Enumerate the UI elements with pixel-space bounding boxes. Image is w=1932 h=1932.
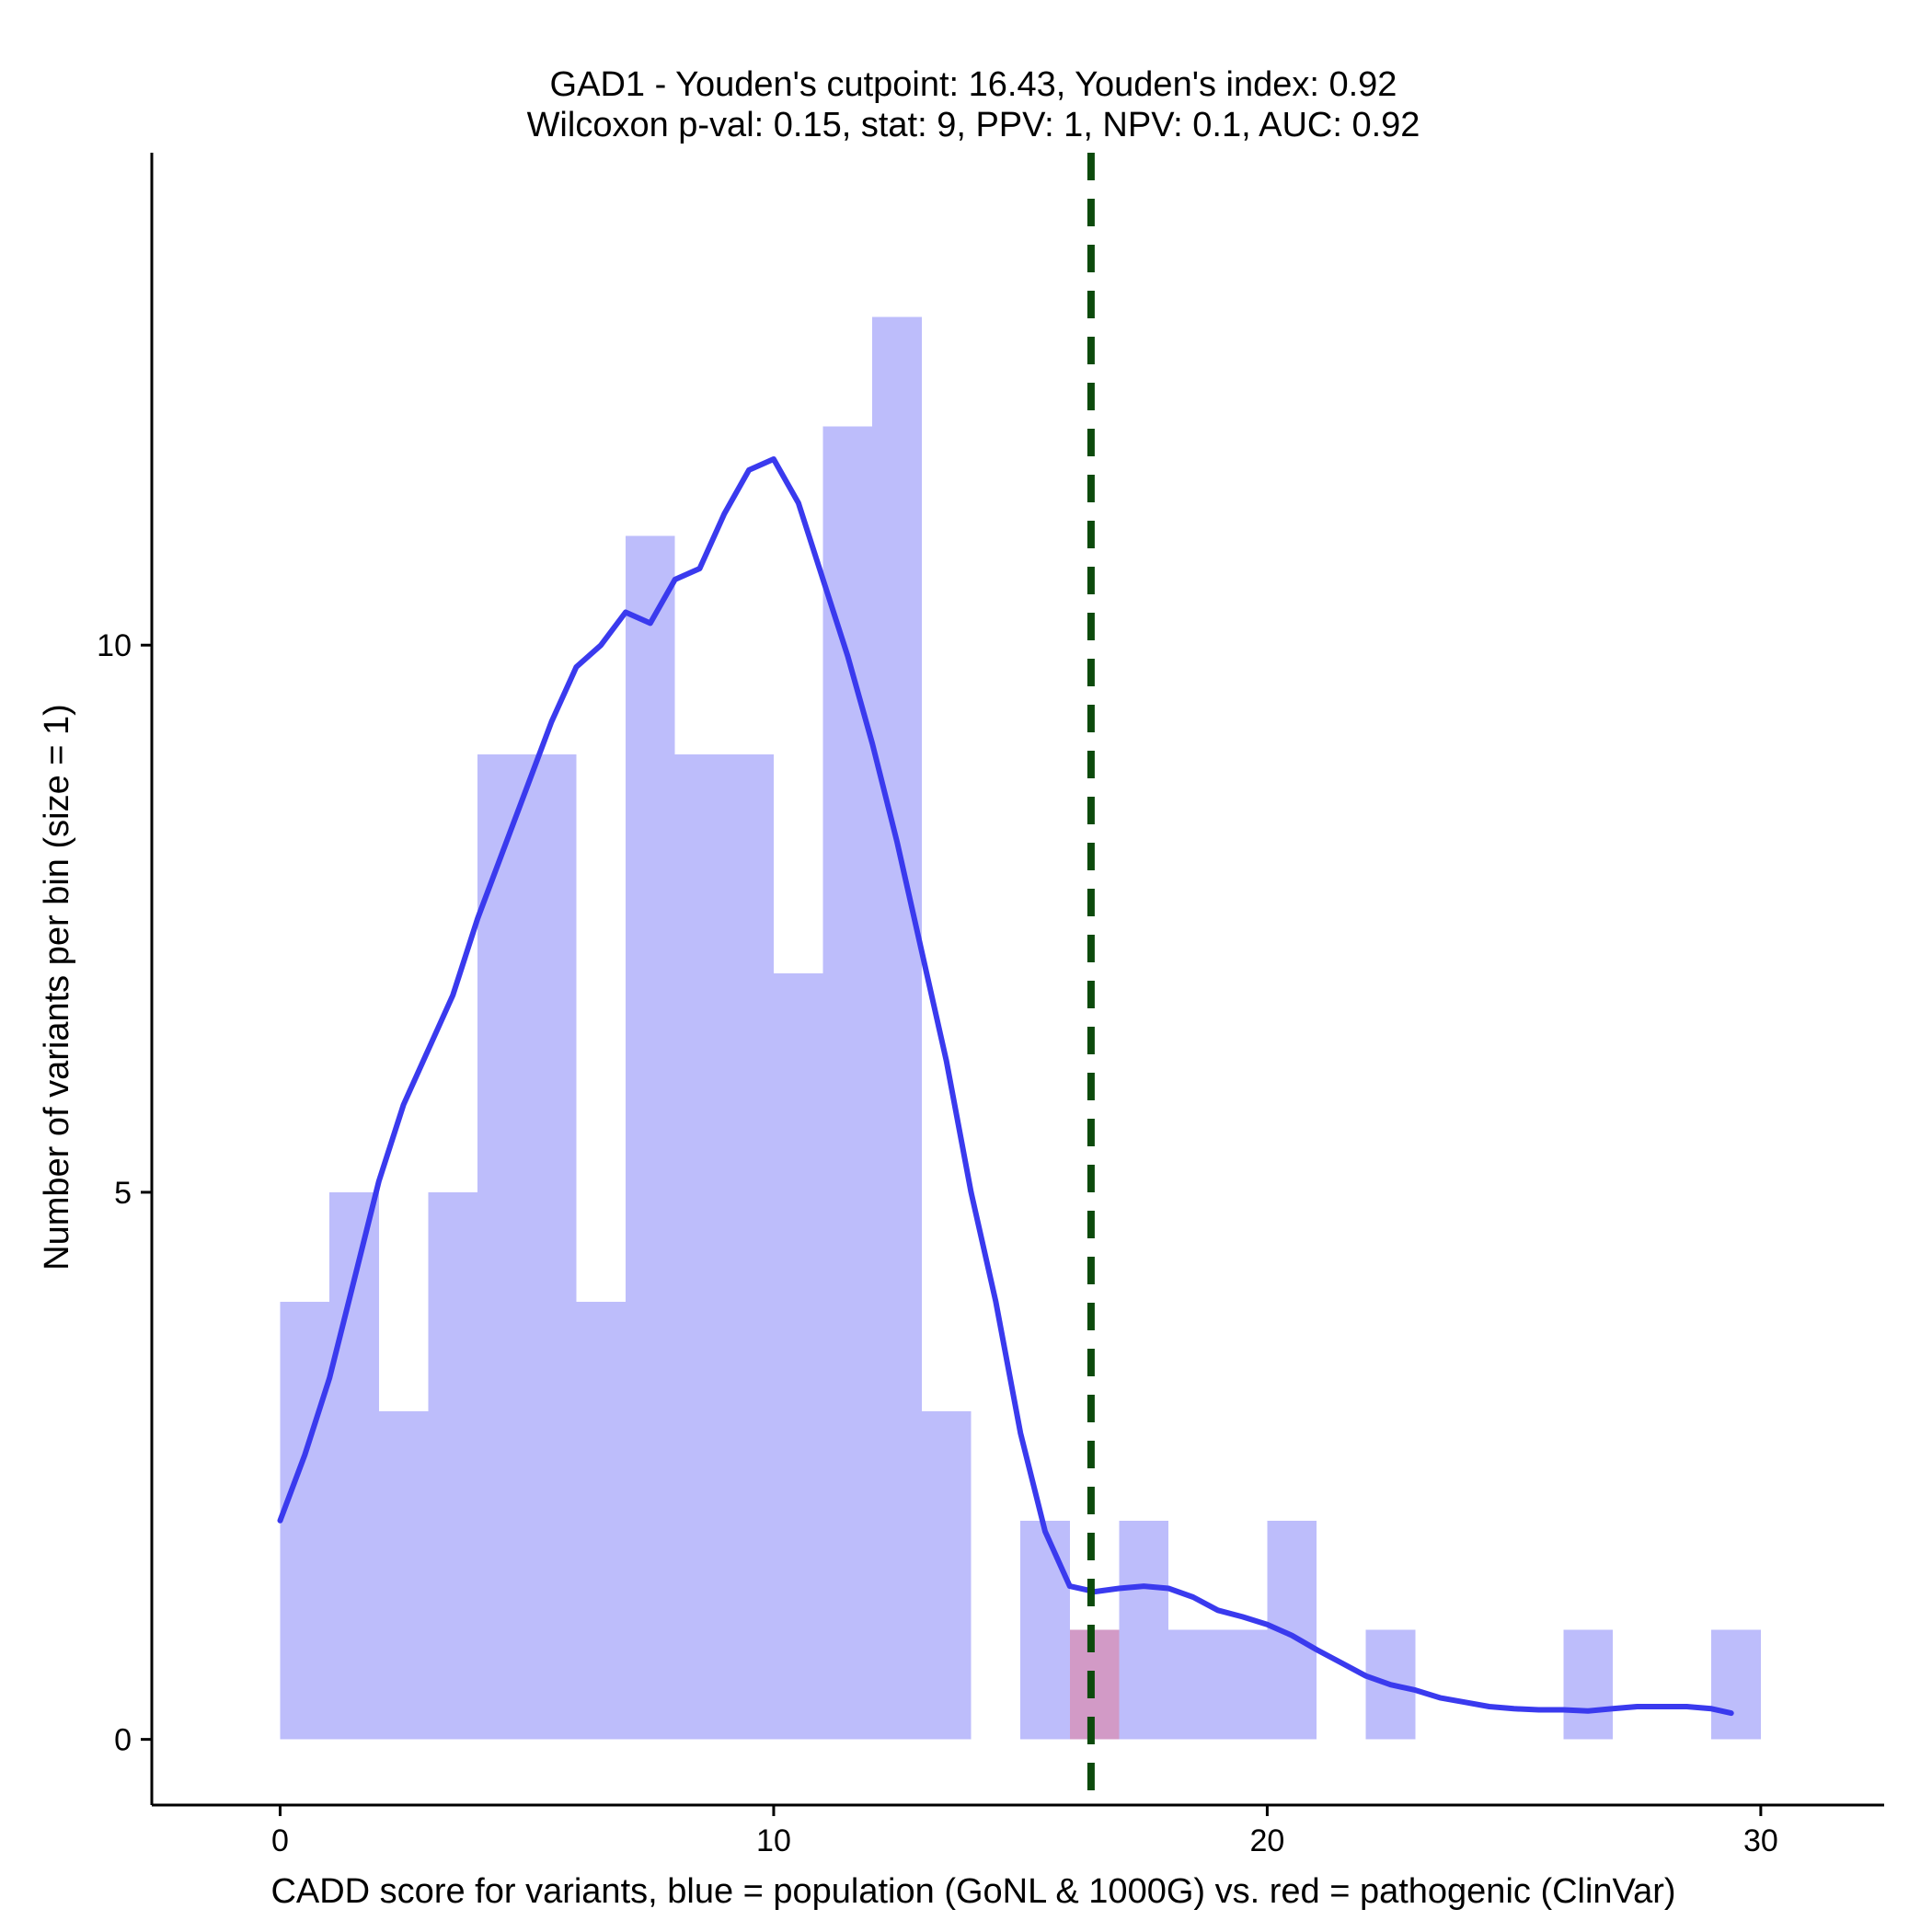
population-bar-11 <box>822 426 873 1740</box>
population-bar-7 <box>626 535 675 1740</box>
population-bar-5 <box>526 754 577 1740</box>
chart-title-line-1: GAD1 - Youden's cutpoint: 16.43, Youden'… <box>550 65 1397 104</box>
population-density-curve <box>277 456 1734 1717</box>
population-bar-12 <box>872 316 922 1740</box>
x-tick-label-20: 20 <box>1250 1823 1285 1858</box>
x-axis-title: CADD score for variants, blue = populati… <box>270 1872 1675 1911</box>
population-bar-9 <box>724 754 774 1740</box>
population-bar-4 <box>477 754 527 1740</box>
y-tick-label-0: 0 <box>114 1723 132 1758</box>
x-tick-label-30: 30 <box>1743 1823 1778 1858</box>
chart-title-line-2: Wilcoxon p-val: 0.15, stat: 9, PPV: 1, N… <box>527 106 1420 144</box>
population-bar-29 <box>1711 1629 1761 1740</box>
y-tick-label-10: 10 <box>97 628 132 663</box>
population-bar-13 <box>921 1410 972 1740</box>
population-bar-17 <box>1119 1520 1169 1740</box>
axes: 0 10 20 30 0 5 10 <box>97 153 1884 1858</box>
population-bar-8 <box>674 754 725 1740</box>
population-bar-10 <box>773 973 823 1740</box>
population-bar-2 <box>378 1410 429 1740</box>
population-bar-18 <box>1168 1629 1218 1740</box>
population-bar-26 <box>1563 1629 1613 1740</box>
population-bar-3 <box>428 1191 478 1740</box>
population-bar-6 <box>576 1301 627 1740</box>
histogram-bars <box>280 316 1761 1740</box>
x-tick-label-10: 10 <box>756 1823 791 1858</box>
y-tick-label-5: 5 <box>114 1176 132 1211</box>
density-curve-group <box>277 456 1734 1717</box>
y-axis-title: Number of variants per bin (size = 1) <box>38 704 76 1271</box>
population-bar-0 <box>280 1301 330 1740</box>
x-tick-label-0: 0 <box>271 1823 289 1858</box>
population-bar-15 <box>1020 1520 1070 1740</box>
population-bar-19 <box>1217 1629 1268 1740</box>
